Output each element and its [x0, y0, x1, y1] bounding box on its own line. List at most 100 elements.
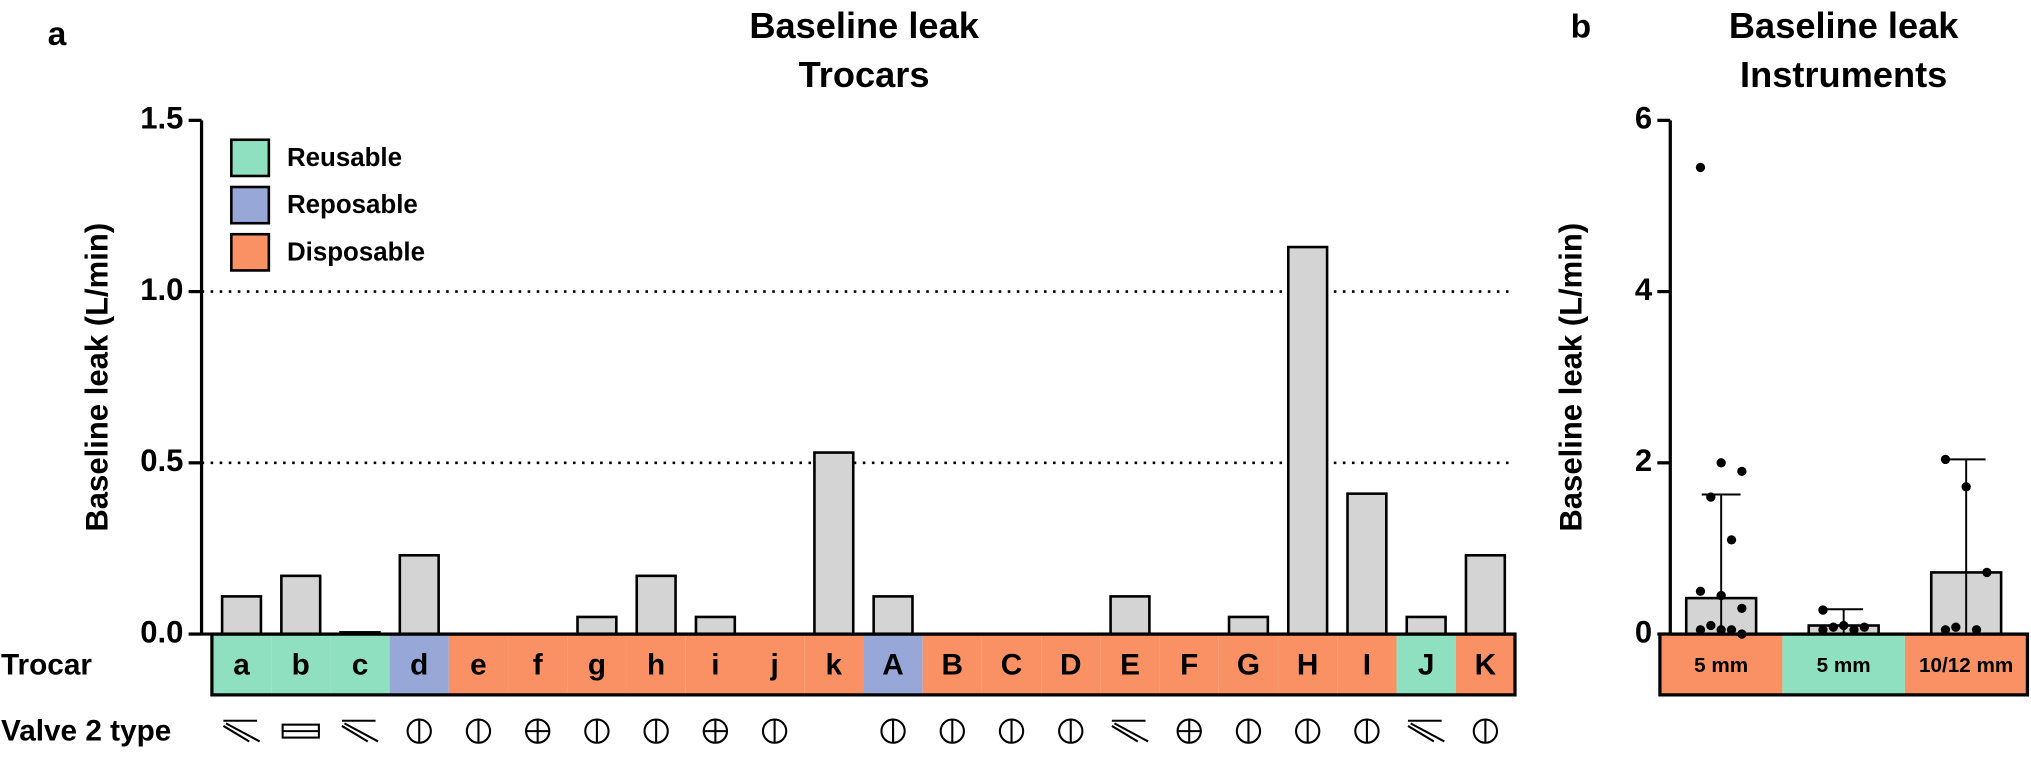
- x-tick-label: j: [769, 648, 778, 681]
- x-tick-label: A: [882, 648, 904, 681]
- category-cell: [863, 634, 923, 695]
- category-cell: [744, 634, 805, 695]
- valve-icon: [643, 718, 669, 744]
- legend-swatch: [230, 185, 271, 225]
- category-cell: [508, 634, 568, 695]
- category-cell: [330, 634, 390, 695]
- y-tick-label: 0.0: [140, 614, 183, 649]
- valve-icon: [1407, 719, 1445, 743]
- x-tick-label: h: [647, 648, 665, 681]
- category-cell: [1100, 634, 1160, 695]
- x-tick-label: I: [1363, 648, 1371, 681]
- valve-icon: [939, 718, 965, 744]
- valve-icon: [525, 718, 551, 744]
- chart-title: Instruments: [1740, 54, 1947, 95]
- y-tick-label: 4: [1635, 272, 1653, 307]
- chart-title: Trocars: [799, 54, 930, 95]
- x-tick-label: 10/12 mm: [1919, 654, 2013, 677]
- bar: [872, 595, 914, 636]
- valve-icon: [465, 718, 492, 744]
- y-axis-label: Baseline leak (L/min): [80, 223, 115, 532]
- panel-label: a: [48, 16, 67, 53]
- data-point: [1940, 625, 1951, 635]
- valve-icon: [1235, 718, 1262, 744]
- data-point: [1716, 625, 1726, 635]
- y-tick-label: 0: [1635, 614, 1652, 649]
- x-tick-label: D: [1060, 648, 1082, 681]
- category-cell: [271, 634, 331, 695]
- y-axis-label: Baseline leak (L/min): [1553, 223, 1588, 532]
- data-point: [1706, 492, 1716, 502]
- row-label: Valve 2 type: [1, 714, 171, 747]
- y-tick-label: 6: [1635, 101, 1652, 136]
- x-tick-label: d: [410, 648, 428, 681]
- bar: [576, 615, 618, 636]
- data-point: [1706, 620, 1716, 631]
- category-cell: [1218, 634, 1279, 695]
- x-tick-label: J: [1418, 648, 1435, 681]
- bar: [1464, 554, 1507, 636]
- bar: [1346, 492, 1388, 636]
- bar: [1227, 615, 1270, 636]
- x-tick-label: 5 mm: [1694, 654, 1748, 677]
- valve-icon: [1354, 718, 1380, 744]
- data-point: [1695, 625, 1706, 635]
- valve-flap: [1407, 719, 1445, 743]
- valve-icon: [406, 718, 432, 744]
- data-point: [1961, 482, 1971, 492]
- legend-swatch: [230, 232, 271, 272]
- category-cell: [981, 634, 1042, 695]
- x-tick-label: f: [533, 648, 543, 681]
- valve-icon: [1176, 718, 1202, 744]
- valve-flap: [1111, 719, 1149, 743]
- category-cell: [626, 634, 686, 695]
- data-point: [1940, 454, 1951, 465]
- data-point: [1737, 603, 1747, 614]
- valve-icon: [998, 718, 1025, 744]
- category-cell: [1337, 634, 1397, 695]
- bar: [1109, 595, 1151, 636]
- category-cell: [1396, 634, 1456, 695]
- valve-icon: [584, 718, 610, 744]
- data-point: [1859, 622, 1870, 632]
- category-cell: [1159, 634, 1219, 695]
- data-point: [1695, 162, 1706, 173]
- category-cell: [211, 634, 272, 695]
- x-tick-label: 5 mm: [1817, 654, 1871, 677]
- x-tick-label: c: [352, 648, 369, 681]
- category-cell: [922, 634, 982, 695]
- valve-icon: [341, 719, 379, 743]
- bar: [398, 554, 440, 636]
- data-point: [1726, 625, 1737, 635]
- valve-icon: [1058, 718, 1084, 744]
- chart-title: Baseline leak: [749, 5, 979, 46]
- data-point: [1716, 590, 1726, 601]
- valve-icon: [222, 719, 261, 743]
- legend-label: Reposable: [287, 191, 418, 219]
- x-tick-label: i: [711, 648, 719, 681]
- y-tick-label: 1.0: [140, 272, 183, 307]
- bar: [1405, 615, 1447, 636]
- data-point: [1951, 622, 1961, 632]
- y-tick-label: 2: [1635, 443, 1652, 478]
- bar: [1286, 245, 1329, 636]
- data-point: [1849, 625, 1859, 635]
- category-cell: [685, 634, 745, 695]
- data-point: [1737, 466, 1747, 477]
- category-cell: [1659, 634, 1783, 695]
- x-tick-label: e: [470, 648, 487, 681]
- data-point: [1982, 567, 1992, 578]
- valve-icon: [1295, 718, 1321, 744]
- category-cell: [1041, 634, 1101, 695]
- data-point: [1726, 535, 1737, 545]
- bar: [280, 574, 322, 636]
- legend-label: Reusable: [287, 144, 402, 172]
- x-tick-label: G: [1237, 648, 1260, 681]
- data-point: [1818, 605, 1828, 615]
- bar: [694, 615, 737, 636]
- x-tick-label: b: [292, 648, 310, 681]
- valve-icon: [1111, 719, 1149, 743]
- valve-icon: [761, 718, 788, 744]
- bar: [813, 451, 855, 636]
- category-cell: [567, 634, 627, 695]
